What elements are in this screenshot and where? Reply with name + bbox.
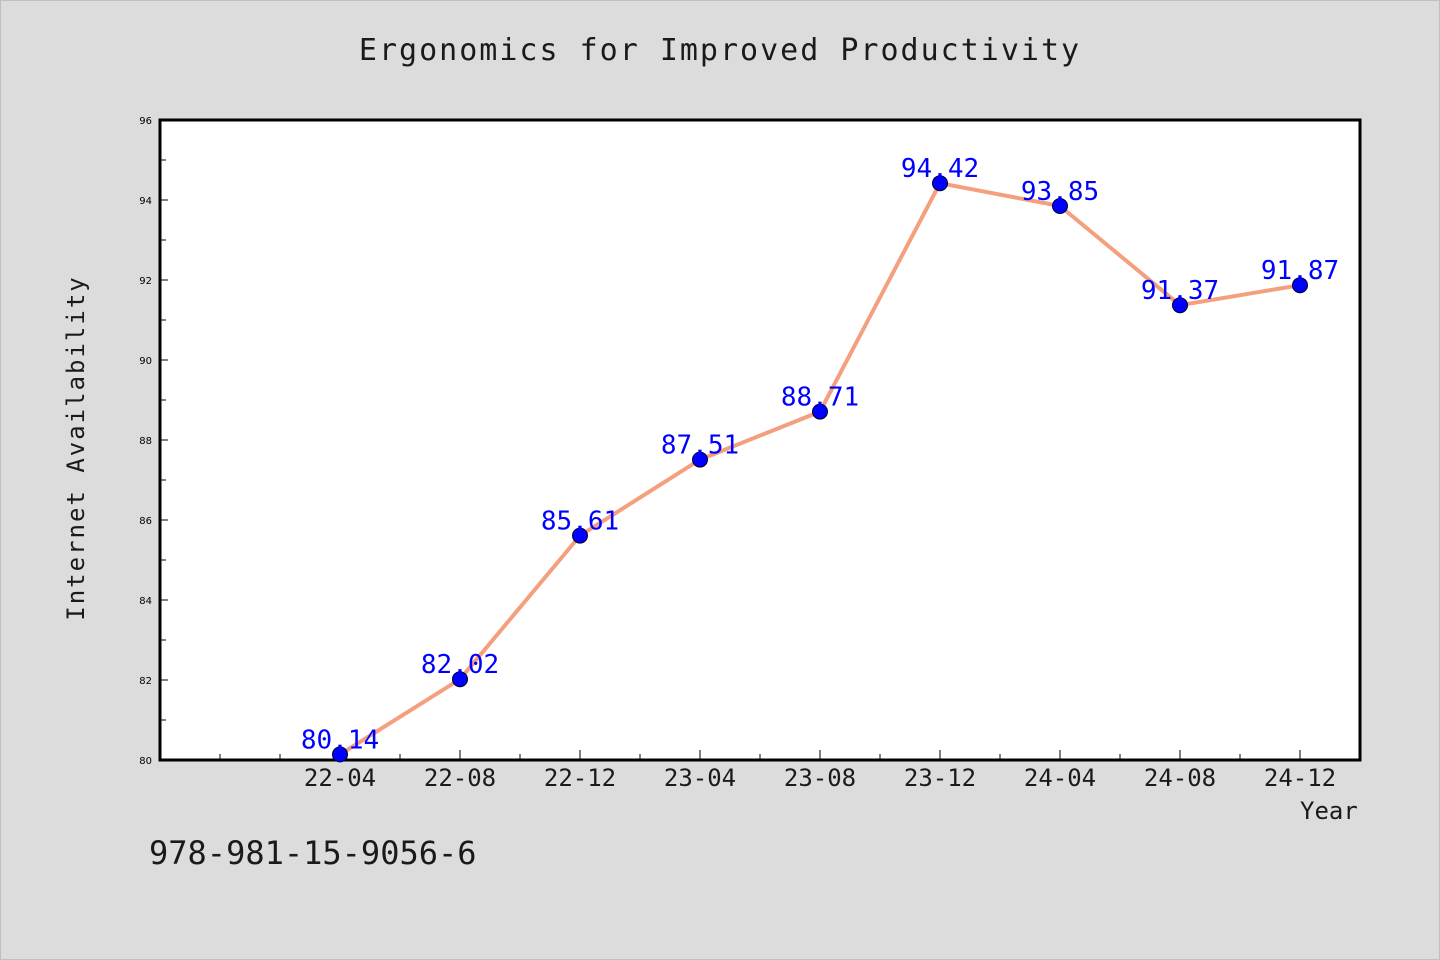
x-axis-label: Year xyxy=(1300,797,1358,825)
x-tick-label: 24-12 xyxy=(1264,764,1336,792)
data-point xyxy=(452,671,468,688)
data-label: 85.61 xyxy=(541,507,619,537)
data-label: 93.85 xyxy=(1021,177,1099,207)
x-tick-label: 24-08 xyxy=(1144,764,1216,792)
x-tick-label: 22-12 xyxy=(544,764,616,792)
x-tick-label: 23-12 xyxy=(904,764,976,792)
x-tick-label: 22-08 xyxy=(424,764,496,792)
data-point xyxy=(1052,198,1068,214)
data-label: 94.42 xyxy=(901,154,979,184)
data-label: 88.71 xyxy=(781,383,859,413)
data-point xyxy=(932,175,948,192)
series-group xyxy=(332,175,1308,763)
data-point xyxy=(812,403,828,420)
data-point xyxy=(1172,297,1188,314)
x-tick-label: 22-04 xyxy=(304,764,376,792)
y-axis: 80 82 84 86 88 90 92 94 96 xyxy=(139,116,168,767)
chart-title: Ergonomics for Improved Productivity xyxy=(358,33,1082,68)
data-point xyxy=(1292,277,1308,294)
data-label: 82.02 xyxy=(421,650,499,680)
x-tick-label: 23-04 xyxy=(664,764,736,792)
y-tick-label: 88 xyxy=(139,436,152,447)
x-axis: 22-04 22-08 22-12 23-04 23-08 23-12 24-04 24-08… xyxy=(219,750,1336,792)
y-tick-label: 84 xyxy=(139,596,152,607)
data-label: 87.51 xyxy=(661,431,739,461)
y-tick-label: 86 xyxy=(139,516,152,527)
data-label-group: 80.14 82.02 85.61 87.51 88.71 94.42 93.85 91.37… xyxy=(301,154,1339,755)
data-point xyxy=(692,451,708,468)
y-tick-label: 96 xyxy=(139,116,152,127)
y-tick-label: 90 xyxy=(139,356,152,367)
data-point xyxy=(572,527,588,544)
data-label: 91.37 xyxy=(1141,276,1219,306)
y-tick-label: 82 xyxy=(139,676,152,687)
x-tick-label: 23-08 xyxy=(784,764,856,792)
data-point xyxy=(332,746,348,763)
data-label: 91.87 xyxy=(1261,256,1339,286)
y-tick-label: 94 xyxy=(139,196,152,207)
plot-area xyxy=(158,118,1362,762)
y-tick-label: 80 xyxy=(139,756,152,767)
data-label: 80.14 xyxy=(301,725,379,755)
y-tick-label: 92 xyxy=(139,276,152,287)
x-tick-label: 24-04 xyxy=(1024,764,1096,792)
footer-code: 978-981-15-9056-6 xyxy=(149,834,477,872)
